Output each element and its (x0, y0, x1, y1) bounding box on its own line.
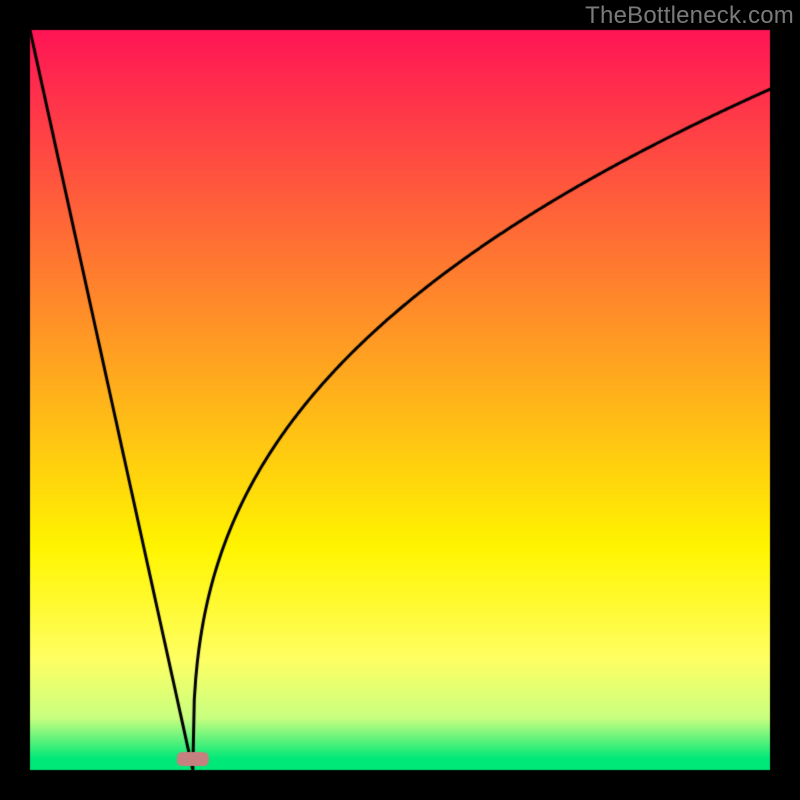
chart-curve-canvas (0, 0, 800, 800)
chart-stage: TheBottleneck.com (0, 0, 800, 800)
